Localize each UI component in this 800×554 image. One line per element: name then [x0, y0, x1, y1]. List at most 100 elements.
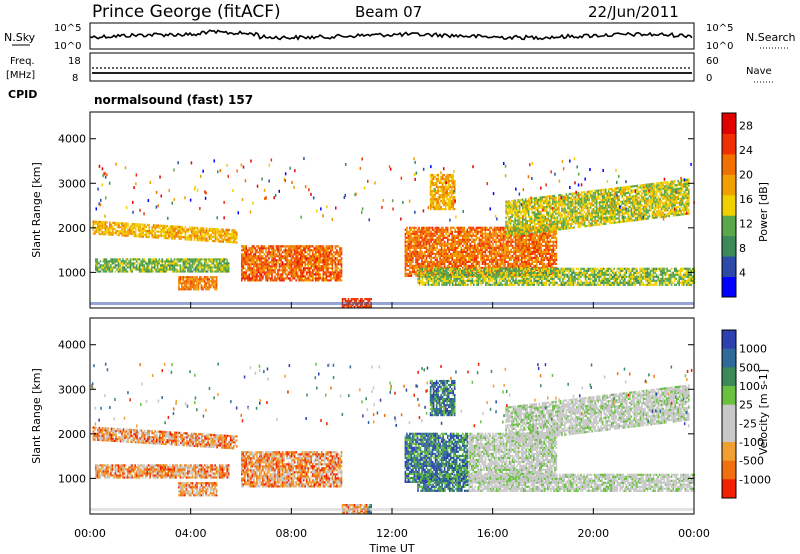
scatter-cell — [539, 260, 541, 263]
scatter-cell — [446, 264, 449, 267]
scatter-cell — [244, 255, 246, 258]
scatter-cell — [202, 288, 204, 291]
scatter-cell — [495, 267, 498, 270]
scatter-cell — [223, 270, 225, 273]
scatter-cell — [319, 261, 322, 264]
scatter-cell — [145, 225, 147, 228]
scatter-cell — [483, 271, 486, 274]
scatter-cell — [316, 265, 319, 268]
scatter-cell — [290, 247, 293, 250]
scatter-cell — [536, 240, 538, 243]
scatter-cell — [412, 246, 414, 249]
scatter-cell — [289, 271, 291, 274]
scatter-cell — [441, 281, 443, 284]
scatter-cell — [523, 234, 526, 237]
scatter-cell — [130, 230, 132, 233]
scatter-cell — [318, 253, 320, 256]
scatter-cell — [196, 276, 198, 279]
scatter-cell — [430, 246, 432, 249]
scatter-cell — [534, 254, 536, 257]
scatter-cell — [513, 275, 516, 278]
scatter-cell — [513, 246, 515, 249]
scatter-cell — [141, 264, 144, 267]
scatter-cell — [404, 266, 407, 269]
scatter-cell — [318, 263, 320, 266]
scatter-cell — [442, 232, 444, 235]
scatter-cell — [256, 251, 258, 254]
scatter-cell — [545, 234, 547, 237]
scatter-cell — [503, 283, 505, 286]
scatter-cell — [190, 266, 192, 269]
scatter-cell — [498, 252, 500, 255]
scatter-cell — [466, 250, 469, 253]
scatter-cell — [534, 240, 536, 243]
scatter-cell — [432, 279, 434, 282]
scatter-cell — [172, 260, 174, 263]
scatter-cell — [534, 234, 536, 237]
scatter-cell — [302, 261, 305, 264]
scatter-cell — [446, 260, 449, 263]
scatter-cell — [344, 298, 347, 301]
scatter-cell — [221, 264, 224, 267]
scatter-cell — [479, 267, 481, 270]
scatter-cell — [215, 266, 218, 269]
scatter-cell — [164, 268, 167, 271]
scatter-cell — [325, 279, 328, 282]
scatter-cell — [310, 259, 313, 262]
scatter-cell — [340, 263, 343, 266]
scatter-cell — [471, 271, 474, 274]
scatter-cell — [92, 222, 95, 225]
scatter-cell — [118, 230, 120, 233]
scatter-cell — [203, 258, 206, 261]
scatter-cell — [96, 258, 99, 261]
scatter-cell — [453, 283, 455, 286]
scatter-cell — [231, 237, 233, 240]
scatter-cell — [546, 258, 549, 261]
scatter-cell — [139, 223, 141, 226]
scatter-cell — [312, 255, 314, 258]
scatter-cell — [407, 254, 410, 257]
scatter-cell — [429, 275, 431, 278]
scatter-cell — [212, 286, 215, 289]
scatter-cell — [470, 273, 472, 276]
scatter-cell — [213, 240, 215, 243]
scatter-cell — [284, 273, 287, 276]
scatter-cell — [254, 263, 257, 266]
scatter-cell — [278, 263, 281, 266]
scatter-cell — [444, 277, 446, 280]
scatter-cell — [475, 226, 478, 229]
scatter-cell — [510, 275, 513, 278]
scatter-cell — [218, 268, 221, 271]
scatter-cell — [471, 226, 473, 229]
scatter-cell — [206, 276, 209, 279]
scatter-cell — [506, 283, 508, 286]
scatter-cell — [536, 264, 538, 267]
scatter-cell — [465, 236, 467, 239]
scatter-cell — [437, 230, 440, 233]
scatter-cell — [234, 229, 237, 232]
scatter-cell — [304, 263, 306, 266]
scatter-cell — [295, 279, 297, 282]
scatter-cell — [293, 273, 296, 276]
scatter-cell — [165, 225, 167, 228]
scatter-cell — [322, 255, 325, 258]
scatter-cell — [425, 242, 428, 245]
scatter-cell — [500, 271, 502, 274]
scatter-cell — [406, 274, 408, 277]
scatter-cell — [122, 224, 125, 227]
scatter-cell — [184, 226, 187, 229]
scatter-cell — [428, 244, 431, 247]
scatter-cell — [203, 270, 206, 273]
scatter-cell — [211, 276, 213, 279]
scatter-cell — [204, 229, 206, 232]
scatter-cell — [223, 260, 225, 263]
scatter-cell — [473, 269, 475, 272]
scatter-cell — [431, 256, 434, 259]
scatter-cell — [430, 226, 432, 229]
scatter-cell — [210, 233, 212, 236]
scatter-cell — [296, 273, 299, 276]
scatter-cell — [464, 279, 466, 282]
scatter-cell — [489, 252, 491, 255]
scatter-cell — [257, 257, 260, 260]
scatter-cell — [127, 232, 129, 235]
